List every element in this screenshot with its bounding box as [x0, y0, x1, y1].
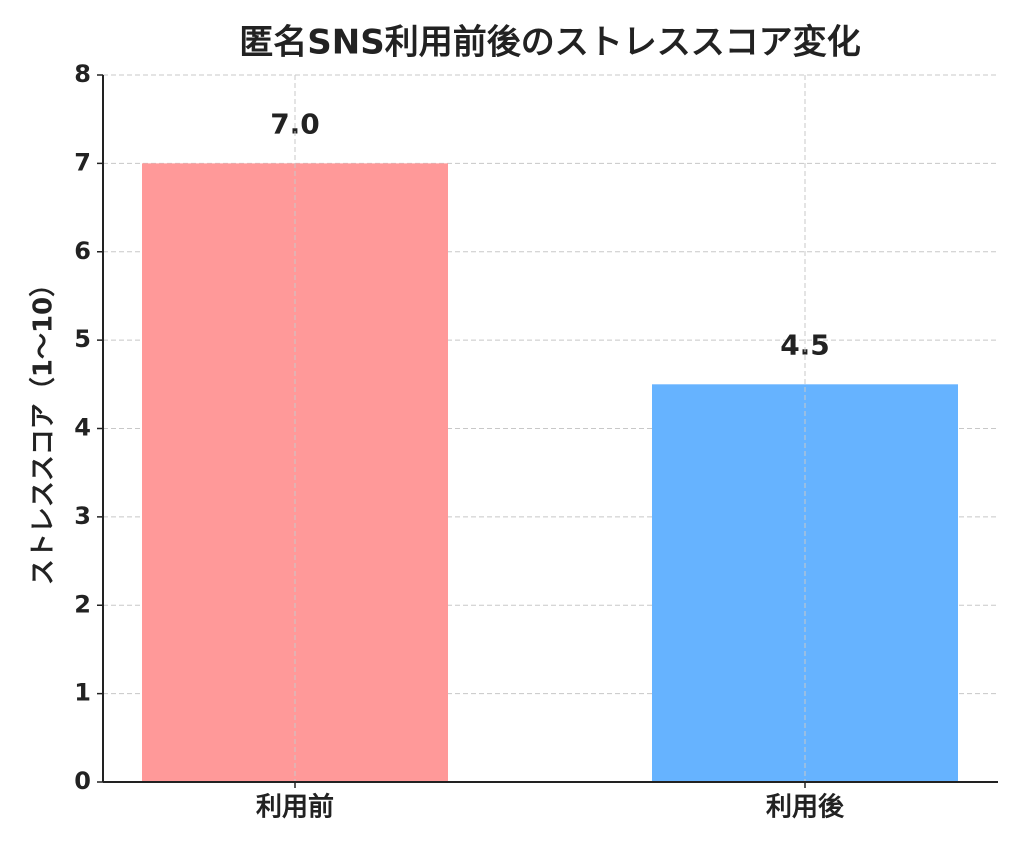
x-tick-label: 利用後: [766, 792, 845, 823]
chart-title: 匿名SNS利用前後のストレススコア変化: [239, 23, 860, 63]
y-tick-label: 5: [74, 325, 91, 353]
y-tick-label: 4: [74, 414, 91, 442]
y-tick-label: 7: [74, 148, 91, 176]
y-tick-label: 1: [74, 679, 91, 707]
bar: [142, 163, 448, 782]
y-tick-label: 8: [74, 60, 91, 88]
y-tick-label: 3: [74, 502, 91, 530]
y-axis-label: ストレススコア（1〜10）: [29, 271, 59, 585]
x-tick-label: 利用前: [256, 792, 334, 823]
y-tick-label: 0: [74, 767, 91, 795]
y-tick-label: 2: [74, 590, 91, 618]
y-tick-label: 6: [74, 237, 91, 265]
